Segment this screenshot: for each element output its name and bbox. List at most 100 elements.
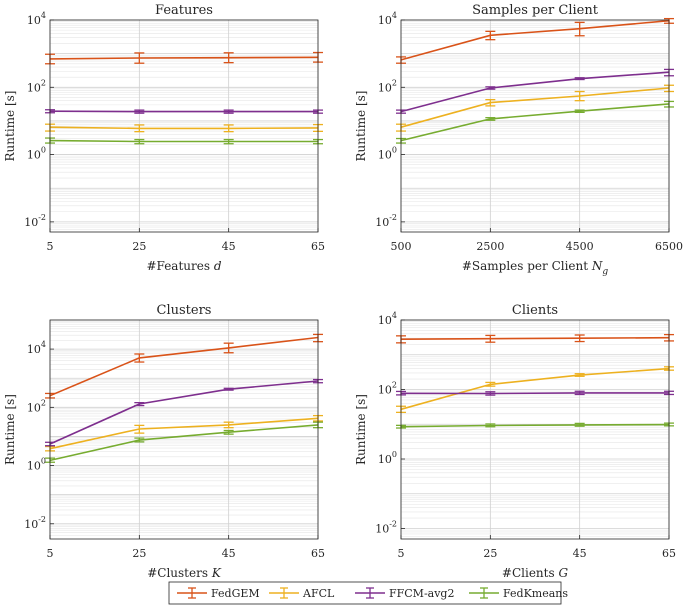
y-ticks: 10-2 100 102 104 [375,311,405,536]
panel-clusters: 10-2 100 102 104 5 25 45 65 Clusters #Clusters K R… [3,303,325,580]
axes-box [400,19,670,233]
x-tick-label: 5 [47,547,54,560]
y-tick-label: 102 [378,381,397,397]
x-tick-label: 5 [398,547,405,560]
legend-label: FFCM-avg2 [389,587,454,600]
y-tick-label: 10-2 [375,520,397,536]
error-bar [574,90,585,102]
x-tick-label: 6500 [655,240,683,253]
y-axis-label: Runtime [s] [354,394,368,465]
x-tick-label: 45 [573,547,587,560]
error-bar [485,86,496,90]
x-ticks: 500 2500 4500 6500 [391,228,683,253]
error-bar [574,77,585,81]
grid [49,19,319,232]
y-tick-label: 102 [27,78,46,94]
series-line [49,424,319,462]
legend-entry-fedgem: FedGEM [177,587,260,600]
series-line [400,392,669,395]
error-bar [134,437,145,443]
error-bar [485,381,496,387]
y-tick-label: 100 [378,450,397,466]
series-line [400,87,670,128]
error-bar [134,401,145,407]
x-tick-label: 65 [311,240,325,253]
x-axis-label: #Features d [146,259,221,273]
x-axis-label: #Samples per Client Ng [462,259,609,277]
error-bar [574,373,585,377]
y-tick-label: 104 [378,311,397,327]
error-bar [134,424,145,434]
x-tick-label: 5 [47,240,54,253]
error-bar [134,109,145,114]
y-tick-label: 100 [27,457,46,473]
legend: FedGEM AFCL FFCM-avg2 FedKmeans [168,581,568,605]
error-bar [134,353,145,363]
axes-box [400,319,670,540]
y-axis-label: Runtime [s] [3,91,17,162]
x-tick-label: 45 [222,240,236,253]
x-axis-label: #Clusters K [147,566,222,580]
series-line [49,139,318,143]
chart-panels: 10-2 100 102 104 5 25 45 65 Features #Features d R… [3,3,683,580]
x-axis-label: #Clients G [502,566,569,580]
grid [49,319,319,539]
series-line [49,56,319,60]
x-tick-label: 2500 [476,240,504,253]
error-bar [485,334,496,343]
series-line [400,336,670,340]
error-bar [574,334,585,343]
panel-samples-per-client: 10-2 100 102 104 500 2500 4500 6500 Samples per … [354,3,683,277]
panel-features: 10-2 100 102 104 5 25 45 65 Features #Features d R… [3,3,325,273]
error-bar [485,30,496,41]
y-tick-label: 104 [27,11,46,27]
y-tick-label: 100 [378,146,397,162]
chart-title: Features [155,3,213,18]
x-tick-label: 25 [132,547,146,560]
series-line [400,367,670,411]
x-tick-label: 25 [132,240,146,253]
error-bar [485,98,496,107]
x-tick-label: 45 [222,547,236,560]
error-bar [223,421,234,429]
plot-area [50,320,318,539]
x-ticks: 5 25 45 65 [398,535,676,560]
legend-label: AFCL [302,587,335,600]
error-bar [223,387,234,391]
y-tick-label: 104 [27,340,46,356]
chart-title: Clients [512,303,558,318]
y-tick-label: 104 [378,11,397,27]
x-tick-label: 65 [311,547,325,560]
error-bar [134,138,145,145]
series-line [49,336,319,397]
series-line [400,423,670,428]
error-bar [574,109,585,113]
x-tick-label: 25 [483,547,497,560]
series-line [49,417,319,450]
y-axis-label: Runtime [s] [354,91,368,162]
error-bar [134,52,145,64]
error-bar [574,390,585,396]
y-ticks: 10-2 100 102 104 [24,340,54,531]
legend-label: FedGEM [211,587,260,600]
y-tick-label: 102 [27,398,46,414]
series-line [49,380,319,445]
y-tick-label: 102 [378,78,397,94]
error-bar [223,138,234,145]
error-bar [223,124,234,133]
error-bar [574,422,585,427]
axes-box [49,319,319,540]
y-tick-label: 10-2 [24,213,46,229]
y-ticks: 10-2 100 102 104 [24,11,54,229]
chart-title: Samples per Client [472,3,599,18]
x-tick-label: 4500 [566,240,594,253]
y-axis-label: Runtime [s] [3,394,17,465]
legend-entry-afcl: AFCL [269,587,335,600]
legend-entry-ffcm-avg2: FFCM-avg2 [355,587,454,600]
series-line [49,126,319,130]
y-tick-label: 10-2 [375,213,397,229]
error-bar [223,52,234,64]
panel-clients: 10-2 100 102 104 5 25 45 65 Clients #Clients G Run… [354,303,676,580]
error-bar [223,429,234,435]
y-ticks: 10-2 100 102 104 [375,11,405,229]
